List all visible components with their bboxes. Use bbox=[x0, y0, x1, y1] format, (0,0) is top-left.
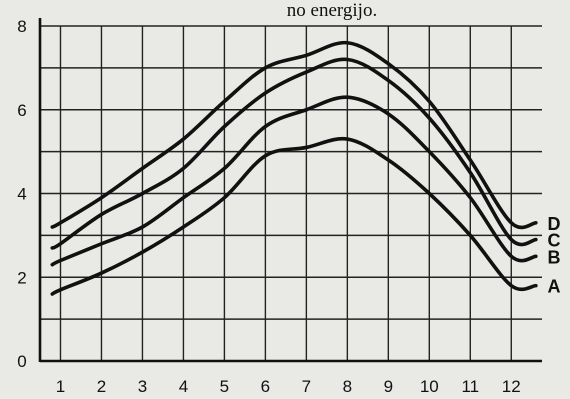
series-lines bbox=[52, 43, 536, 294]
series-line-c bbox=[52, 59, 536, 248]
x-tick-label-2: 2 bbox=[97, 377, 106, 396]
x-tick-label-4: 4 bbox=[179, 377, 188, 396]
x-tick-label-1: 1 bbox=[56, 377, 65, 396]
series-label-d: D bbox=[548, 214, 561, 234]
x-tick-label-3: 3 bbox=[138, 377, 147, 396]
y-tick-label-6: 6 bbox=[17, 101, 26, 120]
x-tick-label-10: 10 bbox=[420, 377, 439, 396]
x-tick-label-11: 11 bbox=[461, 377, 479, 396]
series-label-a: A bbox=[548, 277, 561, 297]
x-tick-label-8: 8 bbox=[343, 377, 352, 396]
y-tick-label-2: 2 bbox=[17, 268, 26, 287]
y-tick-label-4: 4 bbox=[17, 185, 26, 204]
y-tick-label-0: 0 bbox=[17, 352, 26, 371]
chart-title: no energijo. bbox=[287, 0, 377, 21]
y-tick-label-8: 8 bbox=[17, 17, 26, 36]
x-tick-label-6: 6 bbox=[261, 377, 270, 396]
series-line-d bbox=[52, 43, 536, 228]
x-tick-label-12: 12 bbox=[502, 377, 521, 396]
x-tick-label-5: 5 bbox=[220, 377, 229, 396]
x-tick-label-7: 7 bbox=[302, 377, 311, 396]
x-tick-label-9: 9 bbox=[384, 377, 393, 396]
